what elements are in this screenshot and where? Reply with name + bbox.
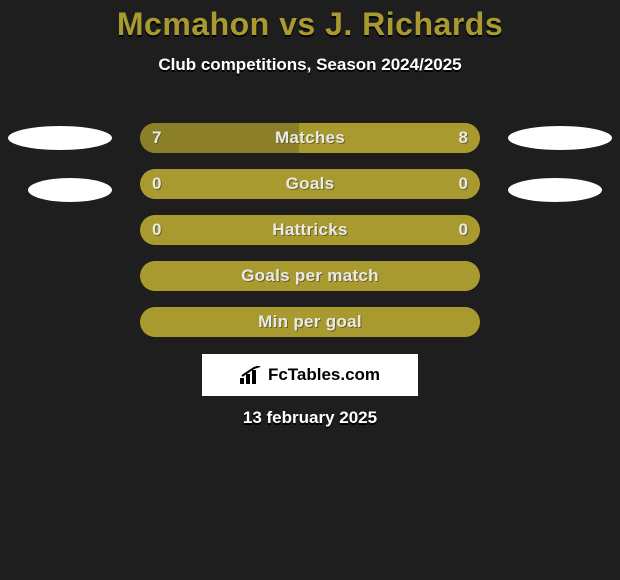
stat-label: Goals xyxy=(140,169,480,199)
stat-row-goals: 00Goals xyxy=(140,169,480,199)
stat-row-goals-per-match: Goals per match xyxy=(140,261,480,291)
player2-name: J. Richards xyxy=(325,6,503,42)
vs-separator: vs xyxy=(270,6,325,42)
left-ellipse-1 xyxy=(8,126,112,150)
comparison-title: Mcmahon vs J. Richards xyxy=(0,0,620,43)
right-ellipse-1 xyxy=(508,126,612,150)
stat-label: Hattricks xyxy=(140,215,480,245)
stat-row-min-per-goal: Min per goal xyxy=(140,307,480,337)
stat-label: Min per goal xyxy=(140,307,480,337)
subtitle: Club competitions, Season 2024/2025 xyxy=(0,55,620,75)
stat-label: Matches xyxy=(140,123,480,153)
fctables-logo[interactable]: FcTables.com xyxy=(202,354,418,396)
stat-row-hattricks: 00Hattricks xyxy=(140,215,480,245)
stats-container: 78Matches 00Goals 00Hattricks Goals per mat… xyxy=(140,123,480,353)
left-ellipse-2 xyxy=(28,178,112,202)
logo-text: FcTables.com xyxy=(268,365,380,385)
player1-name: Mcmahon xyxy=(117,6,270,42)
stat-row-matches: 78Matches xyxy=(140,123,480,153)
date-label: 13 february 2025 xyxy=(0,408,620,428)
stat-label: Goals per match xyxy=(140,261,480,291)
right-ellipse-2 xyxy=(508,178,602,202)
chart-icon xyxy=(240,366,262,384)
